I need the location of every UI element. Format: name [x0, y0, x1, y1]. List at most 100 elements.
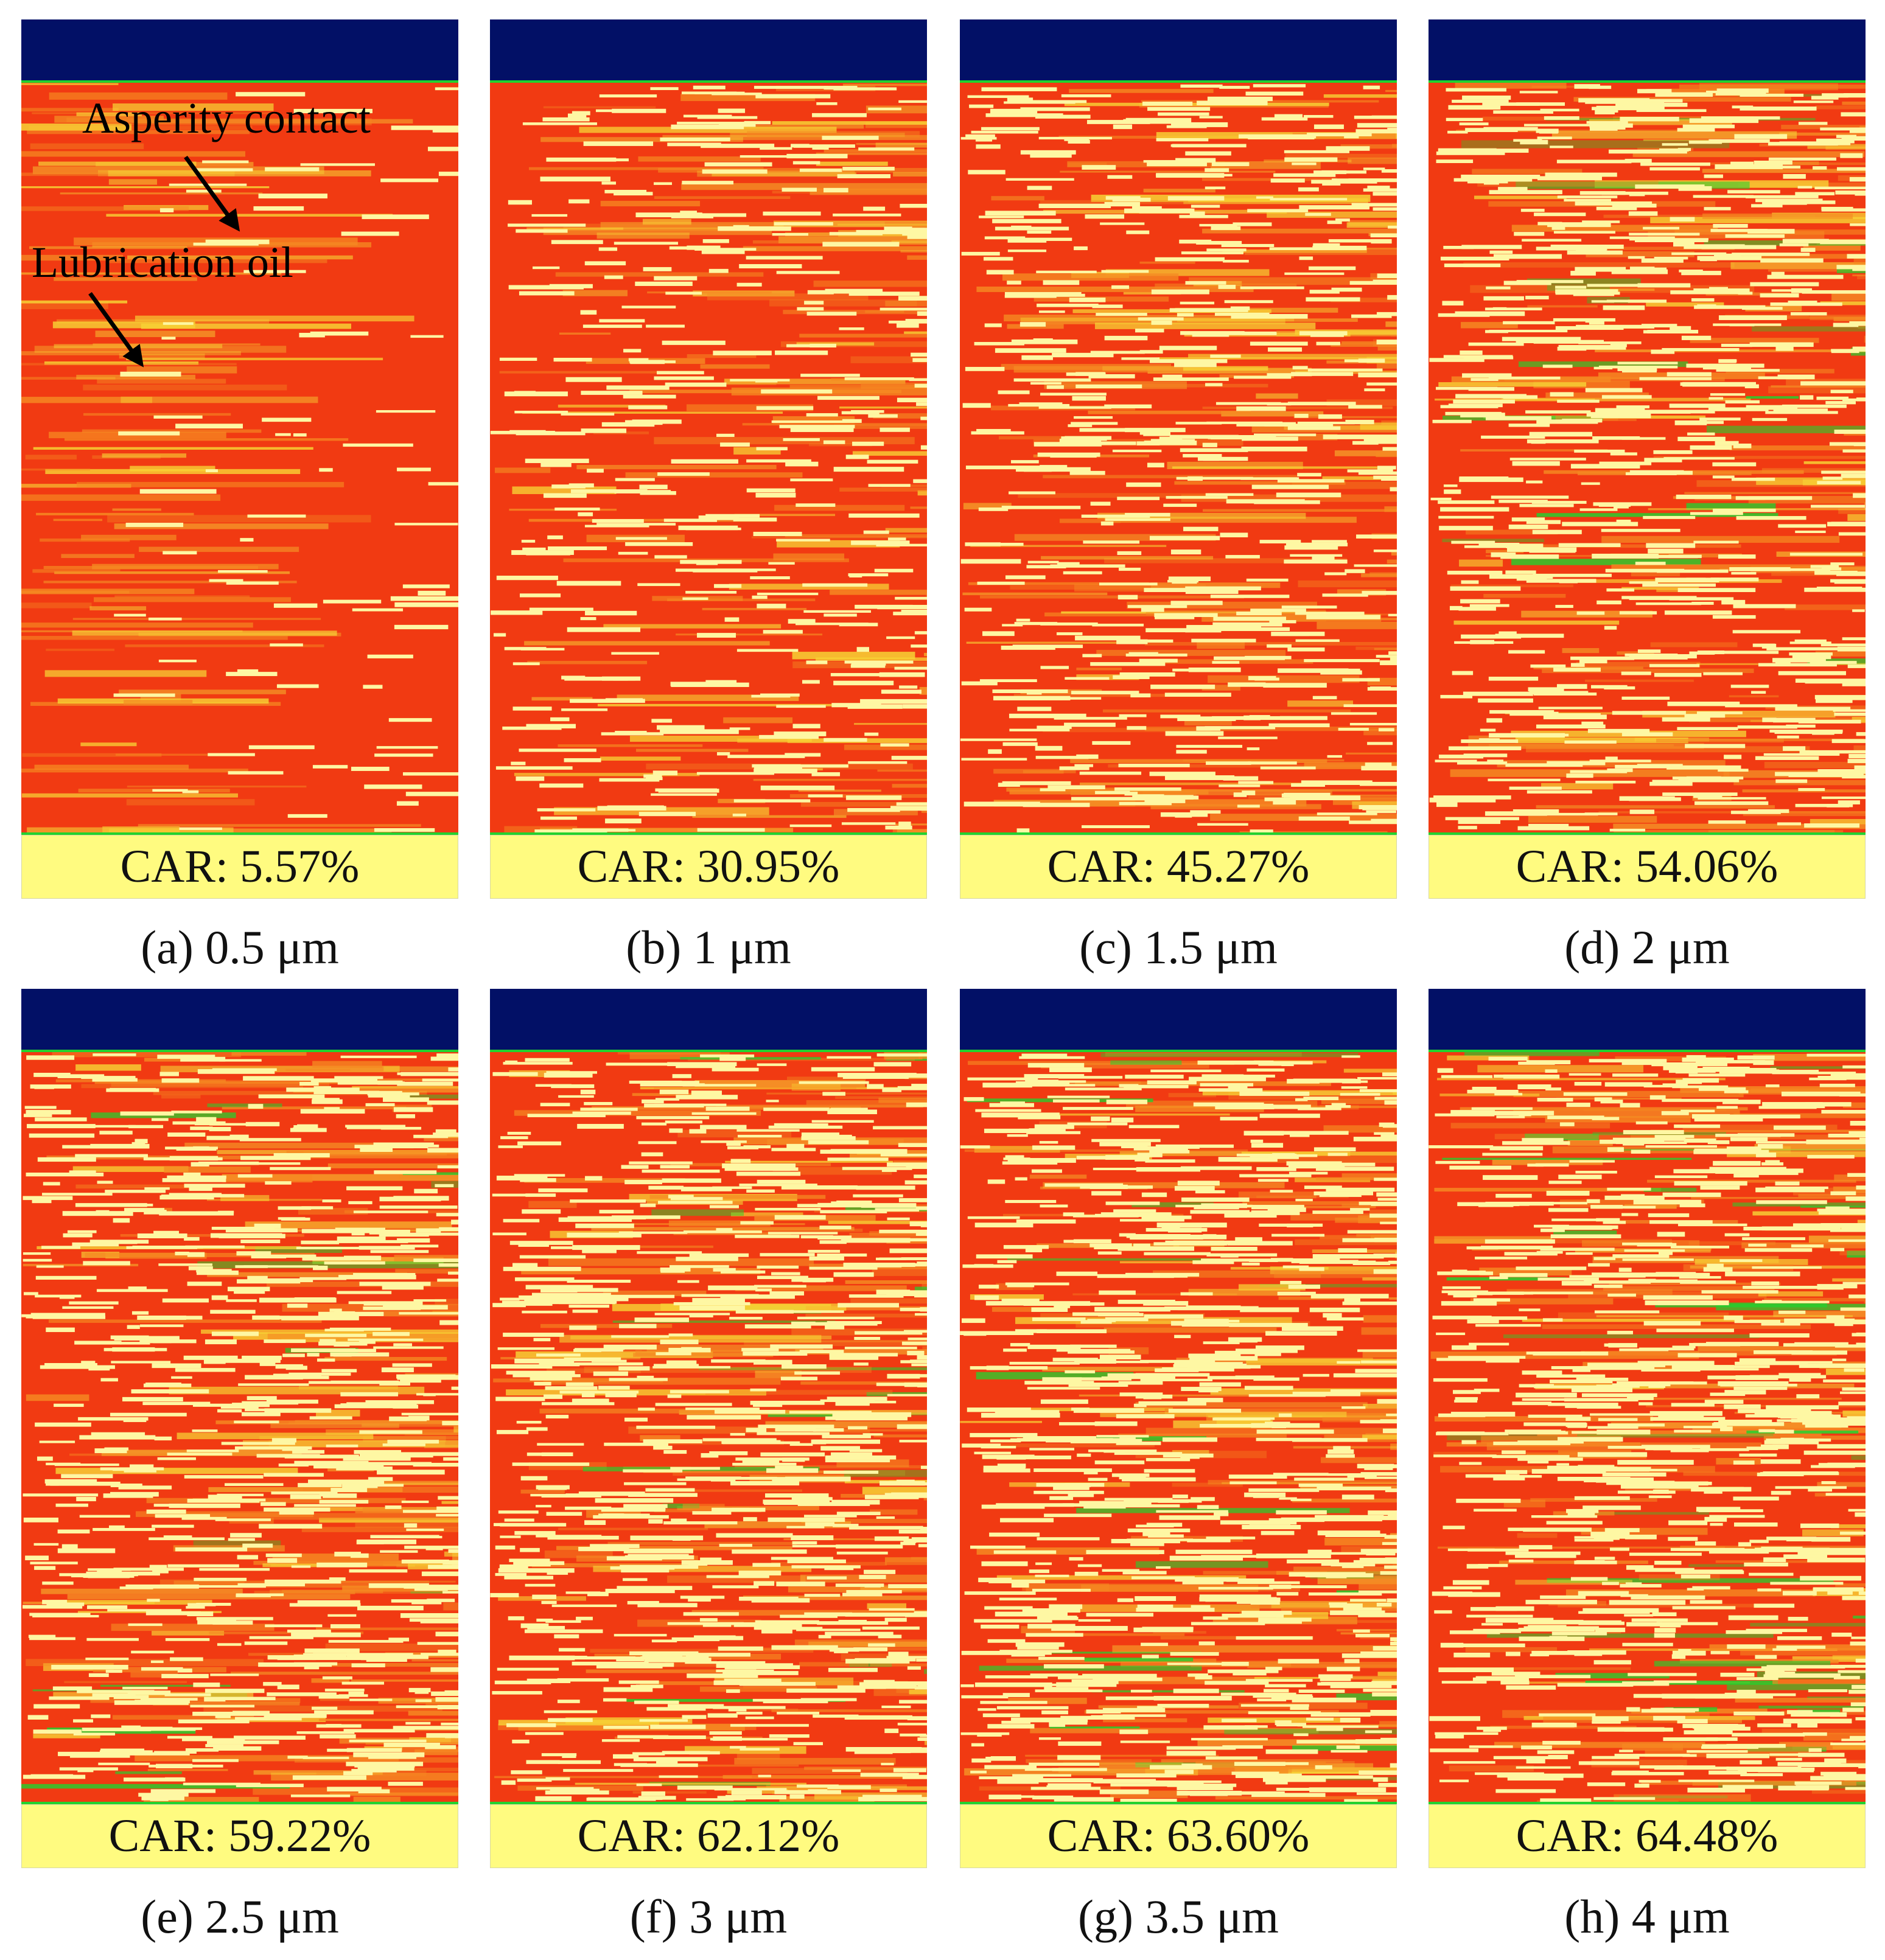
- asperity-contact: [205, 1744, 243, 1748]
- asperity-contact: [687, 1415, 761, 1420]
- asperity-contact: [1312, 696, 1337, 700]
- asperity-contact: [128, 1125, 164, 1129]
- lubrication-streak: [1238, 1191, 1317, 1199]
- asperity-contact: [754, 1581, 775, 1586]
- lubrication-streak: [1611, 564, 1835, 570]
- asperity-contact: [1181, 1197, 1250, 1202]
- asperity-contact: [271, 1438, 296, 1443]
- asperity-contact: [1746, 405, 1798, 410]
- asperity-contact: [418, 590, 446, 596]
- asperity-contact: [1555, 291, 1620, 295]
- asperity-contact: [1249, 715, 1270, 718]
- asperity-contact: [971, 431, 1024, 435]
- asperity-contact: [1848, 754, 1866, 759]
- asperity-contact: [1363, 167, 1385, 170]
- asperity-contact: [760, 785, 835, 790]
- asperity-contact: [1693, 195, 1754, 198]
- asperity-contact: [590, 1544, 640, 1549]
- asperity-contact: [1251, 1210, 1300, 1215]
- asperity-contact: [971, 1743, 984, 1747]
- asperity-contact: [1043, 1664, 1104, 1669]
- asperity-contact: [759, 734, 819, 739]
- asperity-contact: [987, 1724, 1035, 1729]
- asperity-contact: [327, 1614, 357, 1617]
- asperity-contact: [822, 242, 900, 247]
- asperity-contact: [1229, 1323, 1308, 1327]
- asperity-contact: [667, 1062, 737, 1066]
- lubrication-streak: [660, 1303, 847, 1311]
- lubrication-streak: [55, 1079, 226, 1083]
- asperity-contact: [572, 1288, 618, 1292]
- asperity-contact: [790, 428, 854, 432]
- lubrication-streak: [976, 286, 1254, 292]
- asperity-contact: [1841, 112, 1866, 117]
- asperity-contact: [769, 1734, 810, 1738]
- lubrication-streak: [962, 592, 1108, 596]
- asperity-contact: [430, 1667, 458, 1672]
- asperity-contact: [1337, 1361, 1361, 1364]
- lubrication-streak: [673, 1470, 906, 1476]
- lubrication-streak: [893, 172, 927, 177]
- lubrication-streak: [976, 1547, 1159, 1555]
- lubrication-streak: [152, 1631, 225, 1636]
- asperity-contact: [1798, 122, 1828, 125]
- asperity-contact: [1237, 1581, 1300, 1585]
- lubrication-streak: [22, 753, 162, 757]
- asperity-contact: [911, 1084, 927, 1087]
- asperity-contact: [1155, 257, 1225, 262]
- asperity-contact: [343, 1456, 411, 1461]
- lubrication-streak: [795, 1349, 927, 1355]
- lubrication-streak: [798, 789, 881, 792]
- asperity-contact: [1366, 1713, 1397, 1716]
- lubrication-streak: [298, 1208, 368, 1215]
- asperity-contact: [541, 1452, 573, 1457]
- lubrication-streak: [410, 1590, 458, 1594]
- asperity-contact: [1147, 1080, 1197, 1085]
- asperity-contact: [527, 1114, 606, 1117]
- lubrication-streak: [1363, 728, 1397, 736]
- lubrication-streak: [34, 346, 287, 353]
- lubrication-streak: [1247, 1661, 1397, 1669]
- asperity-contact: [1061, 94, 1111, 97]
- lubrication-streak: [694, 1079, 866, 1087]
- asperity-contact: [1758, 663, 1837, 667]
- asperity-contact: [368, 1090, 402, 1096]
- asperity-contact: [492, 1193, 533, 1197]
- asperity-contact: [1795, 192, 1835, 195]
- asperity-contact: [682, 181, 734, 185]
- asperity-contact: [351, 1769, 397, 1773]
- asperity-contact: [421, 1653, 458, 1656]
- asperity-contact: [40, 1365, 115, 1369]
- asperity-contact: [832, 1412, 912, 1417]
- asperity-contact: [525, 1058, 570, 1062]
- asperity-contact: [427, 1100, 458, 1105]
- asperity-contact: [1752, 417, 1788, 421]
- asperity-contact: [1355, 129, 1397, 134]
- top-edge: [490, 1050, 927, 1052]
- asperity-contact: [777, 1712, 820, 1715]
- asperity-contact: [537, 808, 596, 812]
- asperity-contact: [1187, 1538, 1231, 1543]
- lubrication-streak: [1131, 1202, 1214, 1207]
- asperity-contact: [1464, 545, 1536, 548]
- asperity-contact: [1320, 670, 1362, 675]
- asperity-contact: [593, 1371, 628, 1376]
- asperity-contact: [403, 772, 458, 776]
- lubrication-streak: [1010, 585, 1159, 590]
- asperity-contact: [1309, 266, 1356, 270]
- asperity-contact: [1317, 1487, 1391, 1491]
- asperity-contact: [436, 1053, 458, 1058]
- asperity-contact: [59, 1295, 75, 1299]
- asperity-contact: [592, 1359, 627, 1362]
- asperity-contact: [1197, 100, 1268, 106]
- lubrication-streak: [1183, 759, 1345, 762]
- lubrication-streak: [612, 1320, 836, 1324]
- asperity-contact: [1172, 144, 1247, 148]
- asperity-contact: [841, 411, 880, 414]
- asperity-contact: [1172, 581, 1197, 584]
- asperity-contact: [724, 1167, 799, 1171]
- asperity-contact: [520, 1623, 549, 1628]
- asperity-contact: [32, 1199, 52, 1204]
- asperity-contact: [754, 1627, 823, 1630]
- asperity-contact: [1263, 683, 1327, 688]
